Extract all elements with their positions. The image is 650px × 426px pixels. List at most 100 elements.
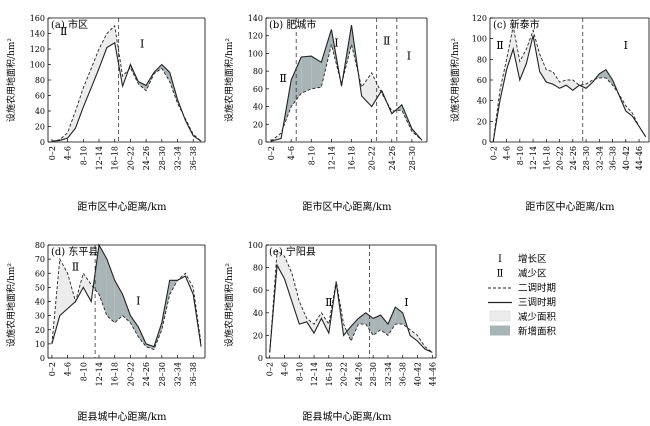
zone-label: Ⅱ — [325, 296, 332, 309]
x-tick-label: 32–34 — [384, 362, 393, 386]
increase-area — [138, 81, 147, 91]
x-tick-label: 20–22 — [126, 146, 135, 170]
increase-area — [146, 343, 154, 350]
increase-area — [351, 318, 359, 342]
y-tick-label: 20 — [253, 331, 263, 340]
y-tick-label: 20 — [35, 123, 45, 132]
y-tick-label: 100 — [248, 241, 263, 250]
y-tick-label: 60 — [477, 76, 487, 85]
y-tick-label: 80 — [477, 55, 487, 64]
zone-label: Ⅱ — [383, 35, 390, 48]
decrease-area — [321, 312, 329, 334]
x-tick-label: 16–18 — [348, 146, 357, 170]
decrease-area — [83, 273, 92, 302]
series-line-santiao — [492, 35, 647, 142]
x-tick-label: 4–6 — [503, 146, 512, 160]
y-tick-label: 70 — [35, 255, 45, 264]
y-tick-label: 0 — [40, 138, 45, 147]
panel-title: (b) 肥城市 — [269, 18, 316, 31]
legend-label: 减少区 — [518, 268, 547, 280]
x-tick-label: 36–38 — [189, 362, 198, 386]
series-line-ertiao — [492, 26, 647, 142]
y-tick-label: 100 — [30, 61, 45, 70]
x-tick-label: 28–30 — [408, 146, 417, 170]
x-tick-label: 8–10 — [516, 146, 525, 165]
y-tick-label: 40 — [253, 309, 263, 318]
legend-symbol: Ⅰ — [498, 254, 502, 265]
series-line-ertiao — [269, 249, 433, 353]
x-tick-label: 44–46 — [635, 146, 644, 170]
panel-4: 0 20 40 60 80 100 0–2 4–6 8–10 12–14 16–18 20–22 24–… — [223, 241, 437, 423]
decrease-area — [572, 80, 580, 91]
decrease-area — [314, 312, 322, 334]
y-tick-label: 140 — [248, 14, 263, 23]
decrease-area — [106, 25, 115, 48]
x-tick-label: 28–30 — [369, 362, 378, 386]
increase-area — [373, 315, 381, 336]
y-tick-label: 80 — [35, 76, 45, 85]
x-tick-label: 8–10 — [295, 362, 304, 381]
y-axis-label: 设施农用地面积/hm² — [223, 38, 235, 122]
zone-label: Ⅰ — [404, 296, 408, 309]
x-tick-label: 36–38 — [399, 362, 408, 386]
series-line-santiao — [269, 263, 433, 353]
increase-area — [99, 245, 107, 316]
y-axis-label: 设施农用地面积/hm² — [5, 263, 17, 347]
x-tick-label: 24–26 — [354, 362, 363, 386]
decrease-area — [291, 273, 300, 325]
legend-label: 三调时期 — [518, 297, 556, 309]
x-axis-label: 距县城中心距离/km — [78, 410, 167, 423]
decrease-area — [284, 256, 292, 302]
zone-label: Ⅱ — [279, 72, 286, 85]
increase-area — [599, 69, 606, 78]
y-tick-label: 20 — [253, 120, 263, 129]
series-line-ertiao — [51, 24, 202, 142]
x-tick-label: 40–42 — [622, 146, 631, 170]
x-tick-label: 20–22 — [126, 362, 135, 386]
decrease-area — [546, 69, 553, 85]
x-tick-label: 28–30 — [582, 146, 591, 170]
y-tick-label: 120 — [248, 32, 263, 41]
decrease-area — [99, 33, 107, 69]
panel-title: (c) 新泰市 — [493, 18, 540, 31]
y-tick-label: 30 — [35, 312, 45, 321]
legend-label: 增长区 — [518, 253, 547, 265]
series-line-santiao — [51, 41, 202, 142]
y-tick-label: 20 — [35, 326, 45, 335]
x-tick-label: 12–14 — [95, 362, 104, 386]
increase-area — [161, 64, 170, 82]
x-tick-label: 4–6 — [280, 362, 289, 376]
x-axis-label: 距县城中心距离/km — [303, 410, 392, 423]
zone-label: Ⅰ — [136, 294, 140, 307]
increase-area — [321, 29, 332, 88]
y-tick-label: 40 — [35, 107, 45, 116]
x-tick-label: 0–2 — [267, 146, 276, 160]
y-axis-label: 设施农用地面积/hm² — [449, 38, 461, 122]
x-tick-label: 8–10 — [79, 146, 88, 165]
x-tick-label: 20–22 — [556, 146, 565, 170]
zone-label: Ⅱ — [60, 25, 67, 38]
y-tick-label: 140 — [30, 30, 45, 39]
series-line-santiao — [51, 243, 202, 348]
y-tick-label: 20 — [477, 117, 487, 126]
panel-title: (d) 东平县 — [51, 245, 98, 258]
x-tick-label: 28–30 — [158, 146, 167, 170]
increase-area — [301, 56, 312, 94]
zone-label: Ⅱ — [496, 39, 503, 52]
increase-area — [311, 56, 322, 89]
decrease-area — [632, 113, 640, 127]
x-tick-label: 24–26 — [569, 146, 578, 170]
legend-symbol: Ⅱ — [497, 269, 504, 280]
x-axis-label: 距市区中心距离/km — [526, 200, 615, 213]
decrease-area — [299, 301, 307, 325]
x-tick-label: 16–18 — [111, 362, 120, 386]
decrease-area — [513, 26, 520, 80]
x-tick-label: 24–26 — [142, 362, 151, 386]
decrease-area — [559, 80, 567, 89]
increase-area — [605, 69, 613, 86]
increase-area — [130, 315, 139, 337]
decrease-area — [91, 49, 100, 88]
panel-1: 0 20 40 60 80 100 120 140 0–2 4–6 8–10 12–14 16–18 20… — [223, 14, 428, 213]
zone-label: Ⅰ — [140, 37, 144, 50]
